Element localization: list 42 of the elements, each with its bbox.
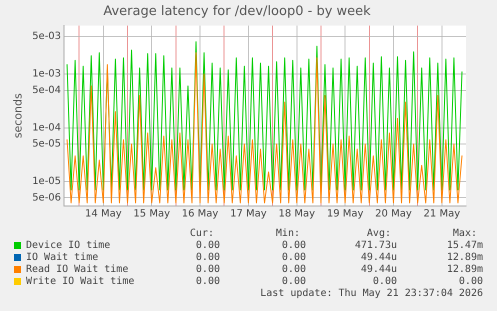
y-tick-label: 5e-05 xyxy=(32,138,62,150)
x-tick-label: 14 May xyxy=(85,208,122,220)
text: Avg: xyxy=(366,228,391,240)
text: 471.73u xyxy=(354,240,397,252)
x-tick-label: 17 May xyxy=(230,208,267,220)
text: 15.47m xyxy=(446,240,483,252)
x-tick-label: 19 May xyxy=(326,208,364,220)
x-tick-label: 21 May xyxy=(424,208,460,220)
text: 49.44u xyxy=(360,252,397,264)
text: 0.00 xyxy=(196,264,220,276)
y-tick-label: 1e-03 xyxy=(32,68,62,80)
x-tick-label: 16 May xyxy=(182,208,218,220)
text: Last update: Thu May 21 23:37:04 2026 xyxy=(260,288,483,300)
text: 0.00 xyxy=(282,252,306,264)
legend-label: IO Wait time xyxy=(26,252,98,264)
x-tick-label: 15 May xyxy=(133,208,170,220)
text: Max: xyxy=(452,228,477,240)
legend-label: Device IO time xyxy=(26,240,110,252)
text: 0.00 xyxy=(282,276,306,288)
text: 0.00 xyxy=(282,240,306,252)
text: 49.44u xyxy=(360,264,397,276)
chart-title: Average latency for /dev/loop0 - by week xyxy=(103,4,372,20)
text: 0.00 xyxy=(196,240,220,252)
text: 0.00 xyxy=(196,252,220,264)
legend-label: Write IO Wait time xyxy=(26,276,134,288)
text: 0.00 xyxy=(282,264,306,276)
x-tick-label: 20 May xyxy=(375,208,412,220)
y-tick-label: 5e-06 xyxy=(32,192,62,204)
y-tick-label: 1e-04 xyxy=(32,122,62,134)
text: 12.89m xyxy=(446,264,483,276)
y-tick-label: 5e-03 xyxy=(32,31,62,42)
text: Min: xyxy=(276,228,300,240)
y-tick-label: 1e-05 xyxy=(32,176,62,188)
text: 0.00 xyxy=(372,276,397,288)
y-axis-title: seconds xyxy=(11,93,24,138)
text: 0.00 xyxy=(458,276,483,288)
x-tick-label: 18 May xyxy=(278,208,316,220)
text: 12.89m xyxy=(446,252,483,264)
legend-label: Read IO Wait time xyxy=(26,264,128,276)
text: Cur: xyxy=(190,228,214,240)
text: 0.00 xyxy=(196,276,220,288)
y-tick-label: 5e-04 xyxy=(32,84,62,96)
